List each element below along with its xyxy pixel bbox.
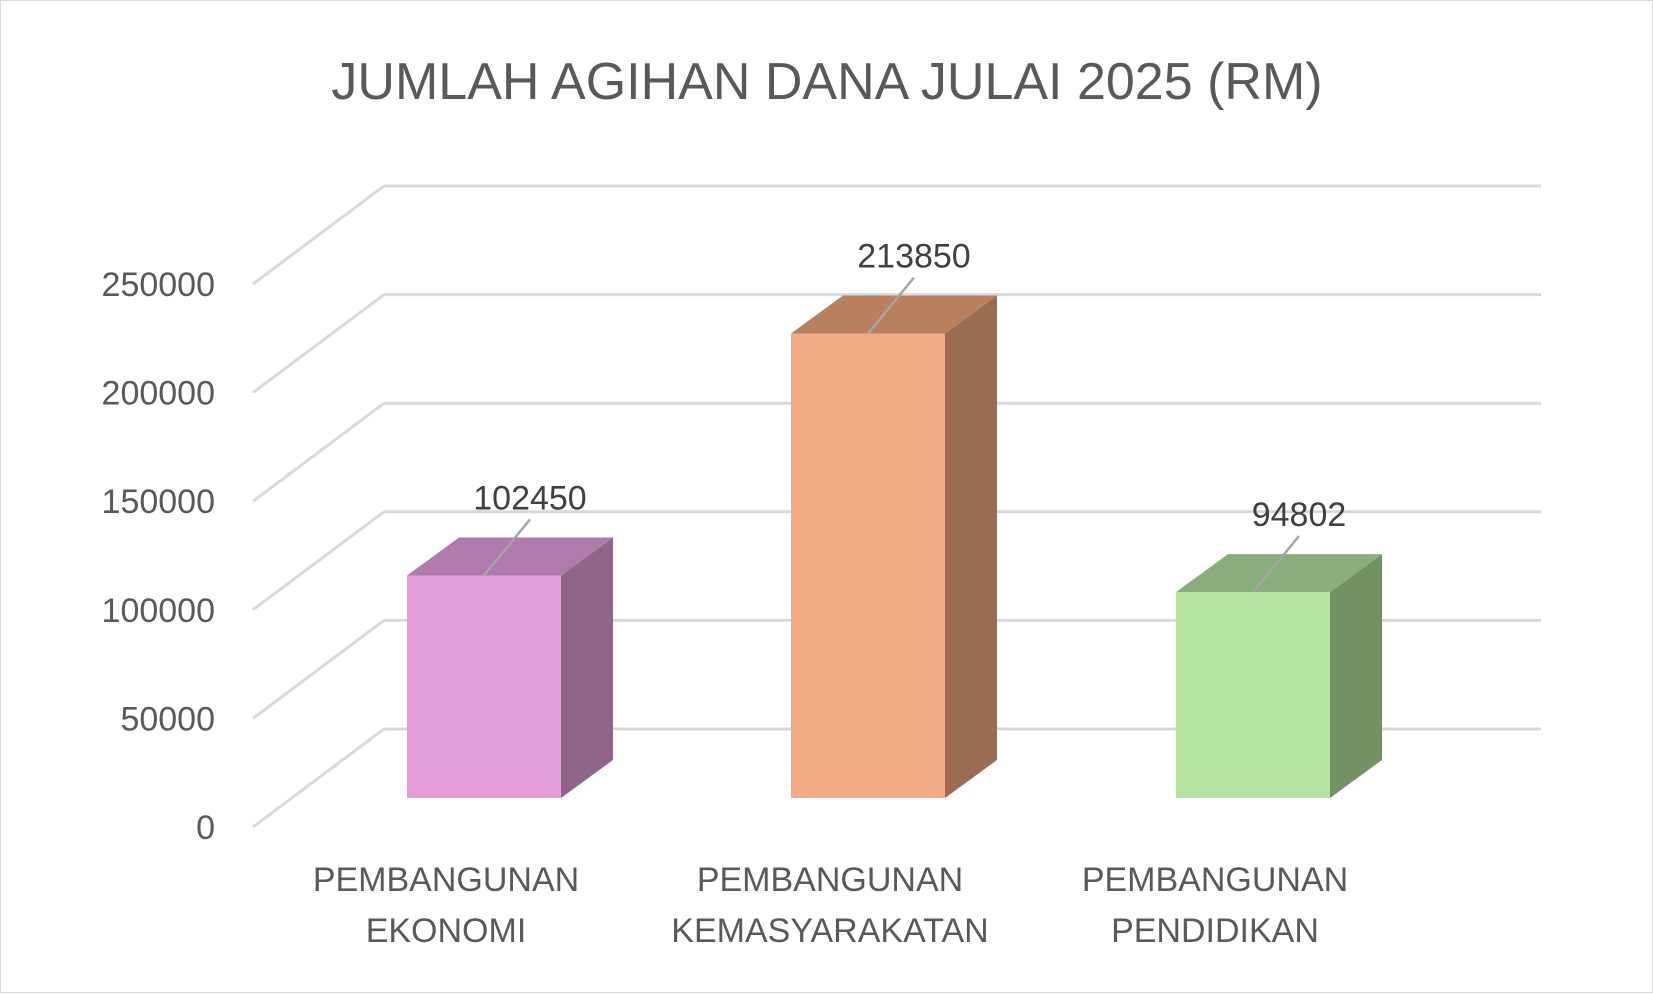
bar-front [1176, 592, 1330, 798]
gridline-diagonal [252, 727, 385, 829]
data-label-leader [1252, 535, 1300, 593]
gridline-diagonal [252, 619, 385, 720]
data-labels: 102450 213850 94802 [473, 238, 1346, 593]
bar [1176, 554, 1382, 798]
data-label: 94802 [1252, 496, 1347, 534]
gridline-diagonal [252, 184, 385, 286]
data-label: 102450 [473, 479, 586, 517]
y-tick-label: 100000 [102, 592, 215, 630]
gridline-diagonal [252, 510, 385, 612]
bars [407, 295, 1382, 798]
chart-title: JUMLAH AGIHAN DANA JULAI 2025 (RM) [331, 53, 1322, 111]
y-tick-label: 150000 [102, 483, 215, 521]
x-category-label: PEMBANGUNAN [313, 861, 579, 899]
x-category-label: PEMBANGUNAN [697, 861, 963, 899]
bar-front [791, 333, 945, 798]
x-axis-categories: PEMBANGUNAN EKONOMI PEMBANGUNAN KEMASYARAKA… [313, 861, 1348, 950]
y-tick-label: 0 [196, 809, 215, 847]
bar [407, 537, 613, 798]
gridline-diagonal [252, 293, 385, 394]
x-category-label: KEMASYARAKATAN [671, 912, 988, 950]
data-label: 213850 [857, 238, 970, 276]
x-category-label: EKONOMI [366, 912, 527, 950]
data-label-leader [483, 518, 531, 577]
x-category-label: PENDIDIKAN [1111, 912, 1319, 950]
bar-side [945, 295, 997, 798]
y-axis-ticks: 0 50000 100000 150000 200000 250000 [102, 266, 215, 847]
bar-top [1176, 554, 1382, 593]
x-category-label: PEMBANGUNAN [1082, 861, 1348, 899]
y-tick-label: 50000 [120, 700, 215, 738]
data-label-leader [867, 276, 915, 335]
bar-side [1330, 554, 1382, 798]
gridline-diagonal [252, 401, 385, 503]
y-tick-label: 250000 [102, 266, 215, 304]
y-tick-label: 200000 [102, 375, 215, 413]
bar-top [407, 537, 613, 576]
bar [791, 295, 997, 798]
bar-side [561, 537, 613, 798]
bar-top [791, 295, 997, 334]
bar-front [407, 575, 561, 798]
